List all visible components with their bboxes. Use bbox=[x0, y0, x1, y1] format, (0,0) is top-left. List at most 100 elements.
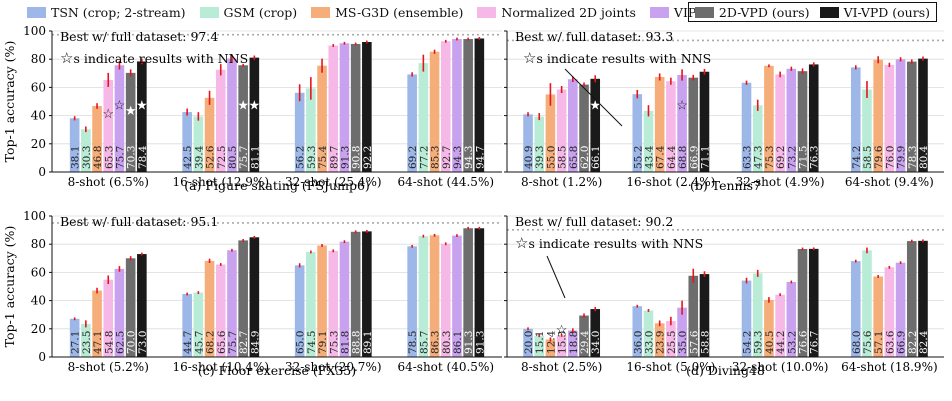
bar bbox=[654, 76, 665, 172]
bar-value-label: 82.7 bbox=[238, 331, 250, 354]
bar bbox=[440, 41, 451, 172]
legend-label: TSN (crop; 2-stream) bbox=[51, 4, 186, 20]
legend-label: GSM (crop) bbox=[223, 4, 298, 20]
bar bbox=[92, 106, 102, 172]
bar-value-label: 12.4 bbox=[545, 330, 557, 354]
bar bbox=[227, 58, 237, 173]
bar bbox=[474, 38, 485, 173]
bar bbox=[103, 79, 114, 172]
bar-value-label: 39.3 bbox=[534, 146, 546, 169]
bar bbox=[306, 88, 316, 172]
y-tick-label: 20 bbox=[31, 322, 46, 336]
bar bbox=[523, 328, 533, 357]
bar bbox=[906, 61, 917, 172]
legend-swatch bbox=[311, 6, 331, 18]
bar-value-label: 59.3 bbox=[306, 146, 318, 169]
bar bbox=[654, 323, 665, 357]
legend-item-gsm: GSM (crop) bbox=[199, 4, 298, 20]
bar-value-label: 20.0 bbox=[523, 331, 535, 354]
bar bbox=[523, 114, 533, 172]
bar-value-label: 18.8 bbox=[568, 331, 580, 354]
best-dataset-annotation: Best w/ full dataset: 93.3 bbox=[515, 29, 673, 44]
bar bbox=[429, 51, 440, 172]
bar bbox=[752, 105, 763, 172]
y-tick-label: 80 bbox=[31, 237, 46, 251]
bar-value-label: 63.6 bbox=[884, 330, 896, 354]
bar-value-label: 58.5 bbox=[557, 146, 569, 169]
bar-value-label: 45.7 bbox=[193, 331, 205, 354]
bar bbox=[590, 78, 601, 172]
bar bbox=[741, 280, 752, 357]
x-tick-label: 32-shot (10.0%) bbox=[732, 360, 829, 374]
legend-item-msg3d: MS-G3D (ensemble) bbox=[311, 5, 463, 20]
bar-value-label: 89.7 bbox=[328, 146, 340, 169]
bar-value-label: 38.1 bbox=[70, 146, 82, 169]
bar-value-label: 56.2 bbox=[295, 146, 307, 169]
bar-value-label: 79.9 bbox=[896, 146, 908, 169]
bar bbox=[463, 39, 473, 172]
x-tick-label: 64-shot (40.5%) bbox=[397, 360, 494, 374]
chart-title: (c) Floor exercise (FX35) bbox=[198, 363, 356, 378]
bar-value-label: 80.5 bbox=[227, 146, 239, 169]
bar-value-label: 64.4 bbox=[666, 145, 678, 169]
bar-value-label: 73.0 bbox=[137, 331, 149, 354]
y-axis-label: Top-1 accuracy (%) bbox=[2, 41, 17, 163]
bar bbox=[688, 77, 699, 172]
y-axis-label: Top-1 accuracy (%) bbox=[2, 226, 17, 348]
bar bbox=[69, 318, 80, 357]
nns-star-marker: ☆ bbox=[114, 98, 126, 113]
bar-value-label: 44.7 bbox=[182, 331, 194, 354]
bar bbox=[114, 65, 125, 172]
bar bbox=[350, 43, 361, 172]
bar-value-label: 70.0 bbox=[126, 331, 138, 354]
y-tick-label: 0 bbox=[38, 350, 46, 364]
bar-value-label: 65.3 bbox=[103, 146, 115, 169]
x-tick-label: 16-shot (10.4%) bbox=[172, 360, 269, 374]
bar-value-label: 47.1 bbox=[92, 331, 104, 354]
bar-value-label: 91.3 bbox=[463, 331, 475, 354]
bar-value-label: 68.0 bbox=[851, 331, 863, 354]
bar-value-label: 85.7 bbox=[418, 331, 430, 354]
best-dataset-annotation: Best w/ full dataset: 90.2 bbox=[515, 214, 673, 229]
bar bbox=[797, 248, 808, 357]
bar-value-label: 84.9 bbox=[249, 331, 261, 354]
bar bbox=[699, 274, 710, 357]
x-tick-label: 32-shot (25.4%) bbox=[285, 175, 382, 189]
bar-value-label: 15.1 bbox=[534, 331, 546, 354]
chart-panel-4: 20.0 36.0 54.2 68.0 15.1 33.0 59.3 75.6 12.4 23.9… bbox=[504, 214, 944, 378]
bar bbox=[306, 251, 316, 357]
bar bbox=[741, 82, 752, 172]
bar bbox=[317, 65, 327, 172]
bar bbox=[677, 307, 687, 357]
bar bbox=[350, 231, 361, 357]
bar bbox=[81, 323, 91, 357]
bar-value-label: 62.5 bbox=[114, 331, 126, 354]
bar-value-label: 40.5 bbox=[764, 331, 776, 354]
bar bbox=[895, 262, 906, 357]
bar bbox=[215, 264, 226, 357]
x-tick-label: 64-shot (44.5%) bbox=[397, 175, 494, 189]
bar-value-label: 89.1 bbox=[362, 331, 374, 354]
bar bbox=[873, 276, 883, 357]
nns-star-marker: ★ bbox=[125, 104, 137, 119]
chart-title: (d) Diving48 bbox=[686, 363, 765, 378]
nns-note-star-icon: ☆ bbox=[523, 49, 536, 67]
bar bbox=[666, 321, 676, 357]
bar bbox=[294, 265, 305, 357]
bar-value-label: 30.3 bbox=[81, 146, 93, 169]
legend-label: MS-G3D (ensemble) bbox=[335, 4, 464, 20]
bar bbox=[137, 61, 147, 172]
y-tick-label: 100 bbox=[23, 24, 46, 38]
bar bbox=[906, 241, 917, 357]
bar-value-label: 88.8 bbox=[351, 331, 363, 354]
bar bbox=[775, 74, 785, 172]
bar-value-label: 75.6 bbox=[862, 330, 874, 354]
bar bbox=[238, 65, 248, 172]
bar bbox=[418, 63, 429, 173]
bar-value-label: 66.1 bbox=[590, 146, 602, 169]
nns-arrow bbox=[564, 68, 623, 127]
nns-note: ☆s indicate results with NNS bbox=[60, 49, 248, 67]
bar bbox=[850, 261, 861, 357]
bar bbox=[125, 72, 136, 172]
bar-value-label: 75.3 bbox=[328, 331, 340, 354]
